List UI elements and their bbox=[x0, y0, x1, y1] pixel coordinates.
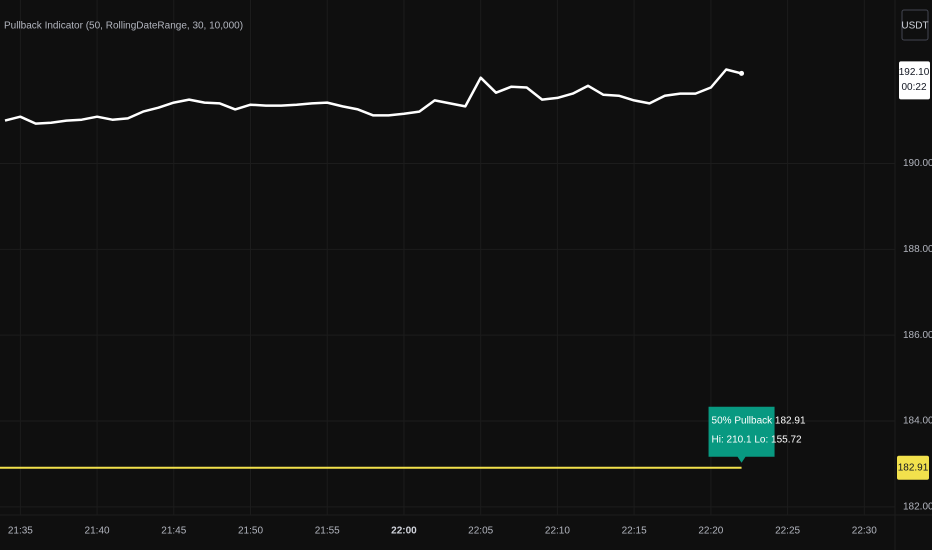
last-price-tag bbox=[899, 61, 930, 100]
x-tick-label: 22:20 bbox=[698, 526, 723, 537]
x-tick-label: 21:45 bbox=[161, 526, 186, 537]
annotation-bubble bbox=[708, 406, 775, 463]
annotation-text: 50% Pullback 182.91 bbox=[712, 415, 806, 426]
y-tick-label: 186.00 bbox=[903, 330, 932, 341]
marks bbox=[0, 68, 745, 469]
indicator-title: Pullback Indicator (50, RollingDateRange… bbox=[4, 21, 243, 32]
y-tick-label: 184.00 bbox=[903, 416, 932, 427]
y-tick-label: 190.00 bbox=[903, 158, 932, 169]
currency-label[interactable]: USDT bbox=[901, 21, 928, 32]
level-price-tag bbox=[897, 455, 929, 480]
x-tick-label: 22:00 bbox=[391, 526, 417, 537]
x-tick-label: 21:50 bbox=[238, 526, 263, 537]
y-tick-label: 188.00 bbox=[903, 244, 932, 255]
x-tick-label: 22:10 bbox=[545, 526, 570, 537]
x-tick-label: 21:35 bbox=[8, 526, 33, 537]
x-tick-label: 22:15 bbox=[622, 526, 647, 537]
x-tick-label: 22:30 bbox=[852, 526, 877, 537]
x-tick-label: 22:25 bbox=[775, 526, 800, 537]
x-tick-label: 21:55 bbox=[315, 526, 340, 537]
currency-button[interactable] bbox=[901, 9, 929, 41]
x-tick-label: 22:05 bbox=[468, 526, 493, 537]
x-tick-label: 21:40 bbox=[85, 526, 110, 537]
grid bbox=[0, 0, 895, 515]
level-price-label: 182.91 bbox=[898, 462, 929, 473]
last-point bbox=[739, 70, 745, 76]
annotation-text: Hi: 210.1 Lo: 155.72 bbox=[712, 434, 803, 445]
last-price-label: 192.10 bbox=[899, 67, 930, 78]
price-line bbox=[4, 68, 742, 125]
y-tick-label: 182.00 bbox=[903, 501, 932, 512]
countdown-label: 00:22 bbox=[901, 82, 926, 93]
